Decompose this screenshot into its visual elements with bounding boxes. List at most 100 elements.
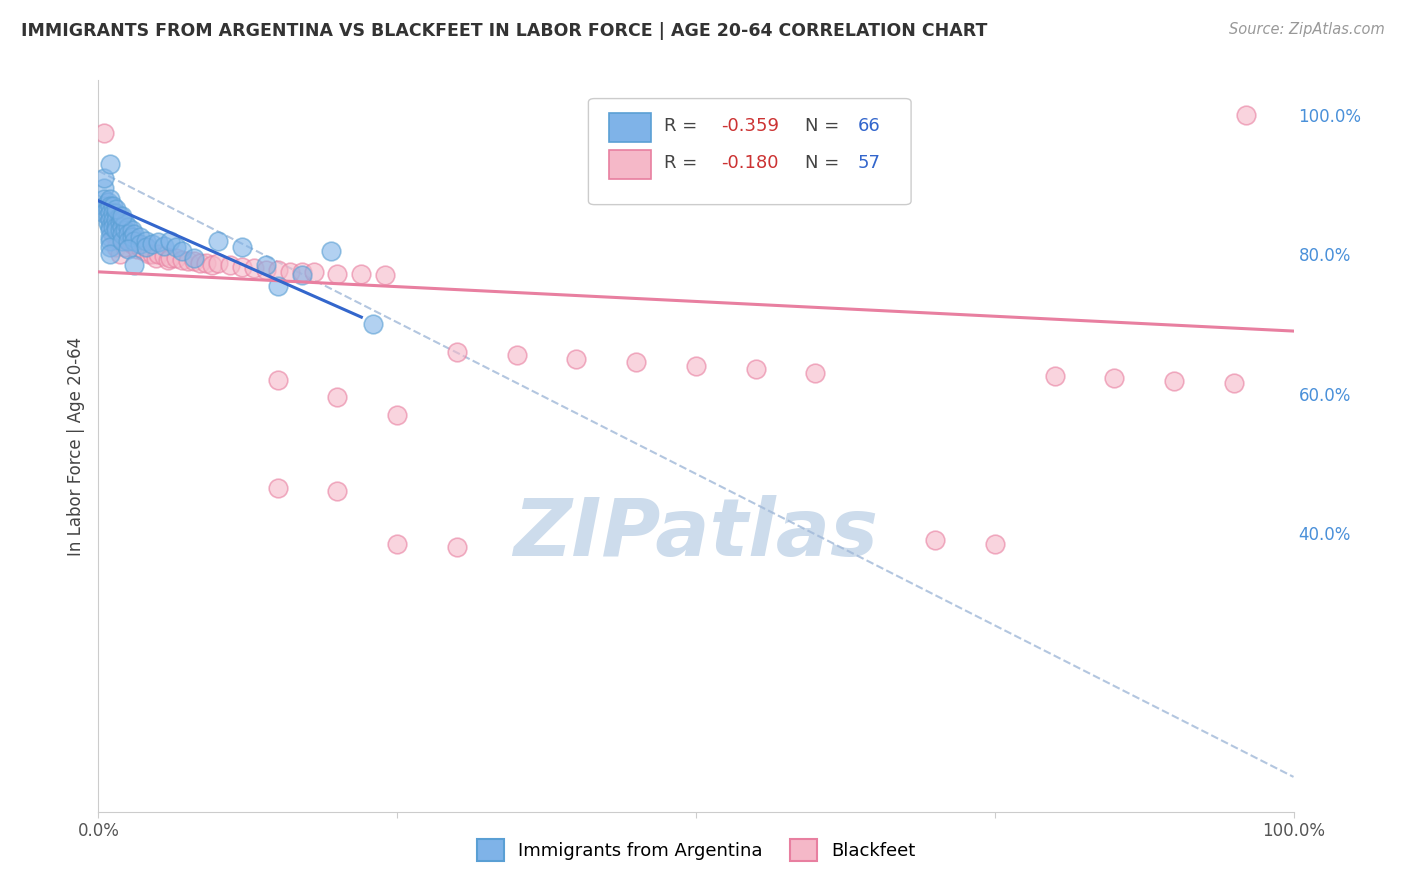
Point — [97, 202, 120, 216]
Point — [105, 223, 128, 237]
Point — [350, 267, 373, 281]
Text: Source: ZipAtlas.com: Source: ZipAtlas.com — [1229, 22, 1385, 37]
Point — [98, 212, 122, 227]
Point — [124, 258, 146, 272]
Point — [148, 235, 170, 249]
Point — [108, 216, 131, 230]
Text: R =: R = — [664, 118, 703, 136]
Text: -0.359: -0.359 — [721, 118, 779, 136]
Point — [98, 234, 122, 248]
Point — [446, 540, 468, 554]
Point — [1223, 376, 1246, 391]
Point — [177, 254, 200, 268]
Point — [129, 230, 152, 244]
Point — [101, 227, 124, 241]
Point — [117, 219, 139, 234]
Text: 66: 66 — [858, 118, 880, 136]
Point — [114, 223, 136, 237]
Point — [98, 247, 122, 261]
Point — [135, 240, 157, 254]
Point — [254, 262, 277, 277]
Text: R =: R = — [664, 154, 703, 172]
Point — [108, 209, 131, 223]
Point — [145, 251, 167, 265]
Point — [188, 256, 211, 270]
Point — [98, 219, 122, 234]
Point — [121, 223, 143, 237]
Point — [117, 227, 139, 241]
Point — [111, 219, 134, 234]
Point — [231, 240, 253, 254]
Point — [98, 199, 122, 213]
Point — [124, 227, 146, 241]
Point — [446, 345, 468, 359]
Point — [93, 192, 115, 206]
Point — [117, 234, 139, 248]
Point — [685, 359, 707, 373]
Point — [93, 126, 115, 140]
Bar — [609, 113, 651, 143]
Point — [363, 317, 385, 331]
Point — [93, 181, 115, 195]
Point — [111, 212, 134, 227]
Point — [374, 268, 396, 283]
Point — [159, 251, 181, 265]
Point — [129, 237, 152, 252]
Point — [98, 157, 122, 171]
Legend: Immigrants from Argentina, Blackfeet: Immigrants from Argentina, Blackfeet — [470, 832, 922, 869]
Point — [231, 260, 253, 274]
Point — [135, 234, 157, 248]
Bar — [609, 150, 651, 179]
Point — [114, 216, 136, 230]
Point — [124, 234, 146, 248]
Point — [1163, 374, 1185, 388]
Point — [1234, 108, 1257, 122]
Point — [267, 481, 290, 495]
Point — [984, 536, 1007, 550]
Point — [201, 258, 224, 272]
Point — [129, 240, 152, 254]
Point — [924, 533, 946, 547]
Point — [153, 239, 176, 253]
FancyBboxPatch shape — [589, 99, 911, 204]
Point — [278, 265, 301, 279]
Text: -0.180: -0.180 — [721, 154, 779, 172]
Point — [93, 205, 115, 219]
Point — [117, 242, 139, 256]
Point — [506, 348, 529, 362]
Point — [125, 242, 148, 256]
Point — [243, 261, 266, 276]
Point — [108, 247, 131, 261]
Point — [291, 265, 314, 279]
Point — [111, 209, 134, 223]
Point — [117, 234, 139, 248]
Point — [97, 195, 120, 210]
Point — [385, 408, 409, 422]
Point — [97, 216, 120, 230]
Point — [219, 258, 242, 272]
Point — [101, 205, 124, 219]
Point — [141, 247, 163, 261]
Point — [98, 223, 122, 237]
Point — [291, 268, 314, 283]
Point — [267, 373, 290, 387]
Point — [326, 484, 349, 499]
Point — [93, 199, 115, 213]
Point — [101, 199, 124, 213]
Point — [302, 265, 325, 279]
Point — [111, 234, 134, 248]
Point — [153, 249, 176, 263]
Point — [804, 366, 827, 380]
Point — [183, 251, 205, 265]
Point — [1104, 371, 1126, 385]
Point — [98, 192, 122, 206]
Text: N =: N = — [804, 118, 845, 136]
Point — [98, 209, 122, 223]
Point — [97, 209, 120, 223]
Point — [111, 227, 134, 241]
Point — [156, 252, 179, 267]
Text: ZIPatlas: ZIPatlas — [513, 495, 879, 573]
Point — [93, 170, 115, 185]
Point — [183, 254, 205, 268]
Point — [165, 251, 187, 265]
